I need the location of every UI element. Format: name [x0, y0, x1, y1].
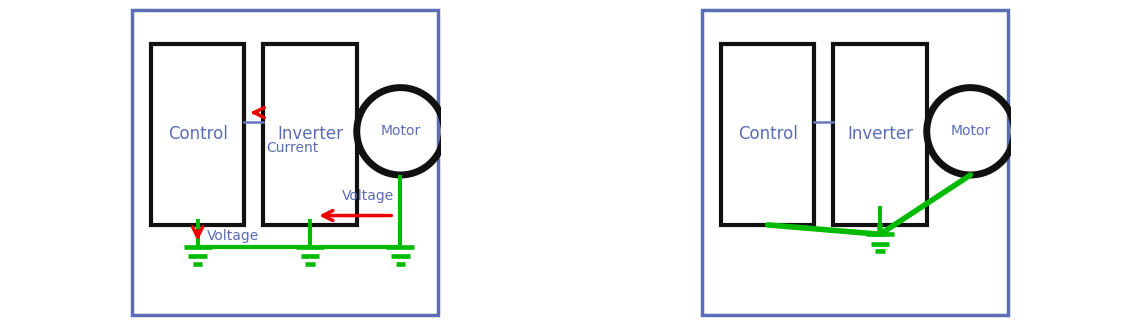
Text: Motor: Motor: [381, 124, 421, 138]
FancyBboxPatch shape: [833, 44, 927, 225]
FancyBboxPatch shape: [720, 44, 814, 225]
FancyBboxPatch shape: [263, 44, 357, 225]
Text: Inverter: Inverter: [277, 125, 343, 143]
Text: Control: Control: [738, 125, 798, 143]
Text: Control: Control: [168, 125, 228, 143]
Text: Voltage: Voltage: [342, 189, 393, 203]
Text: Current: Current: [267, 141, 318, 155]
Text: Motor: Motor: [951, 124, 991, 138]
Text: Inverter: Inverter: [847, 125, 913, 143]
FancyBboxPatch shape: [132, 10, 438, 315]
Text: Voltage: Voltage: [207, 229, 259, 243]
FancyBboxPatch shape: [150, 44, 244, 225]
FancyBboxPatch shape: [702, 10, 1008, 315]
